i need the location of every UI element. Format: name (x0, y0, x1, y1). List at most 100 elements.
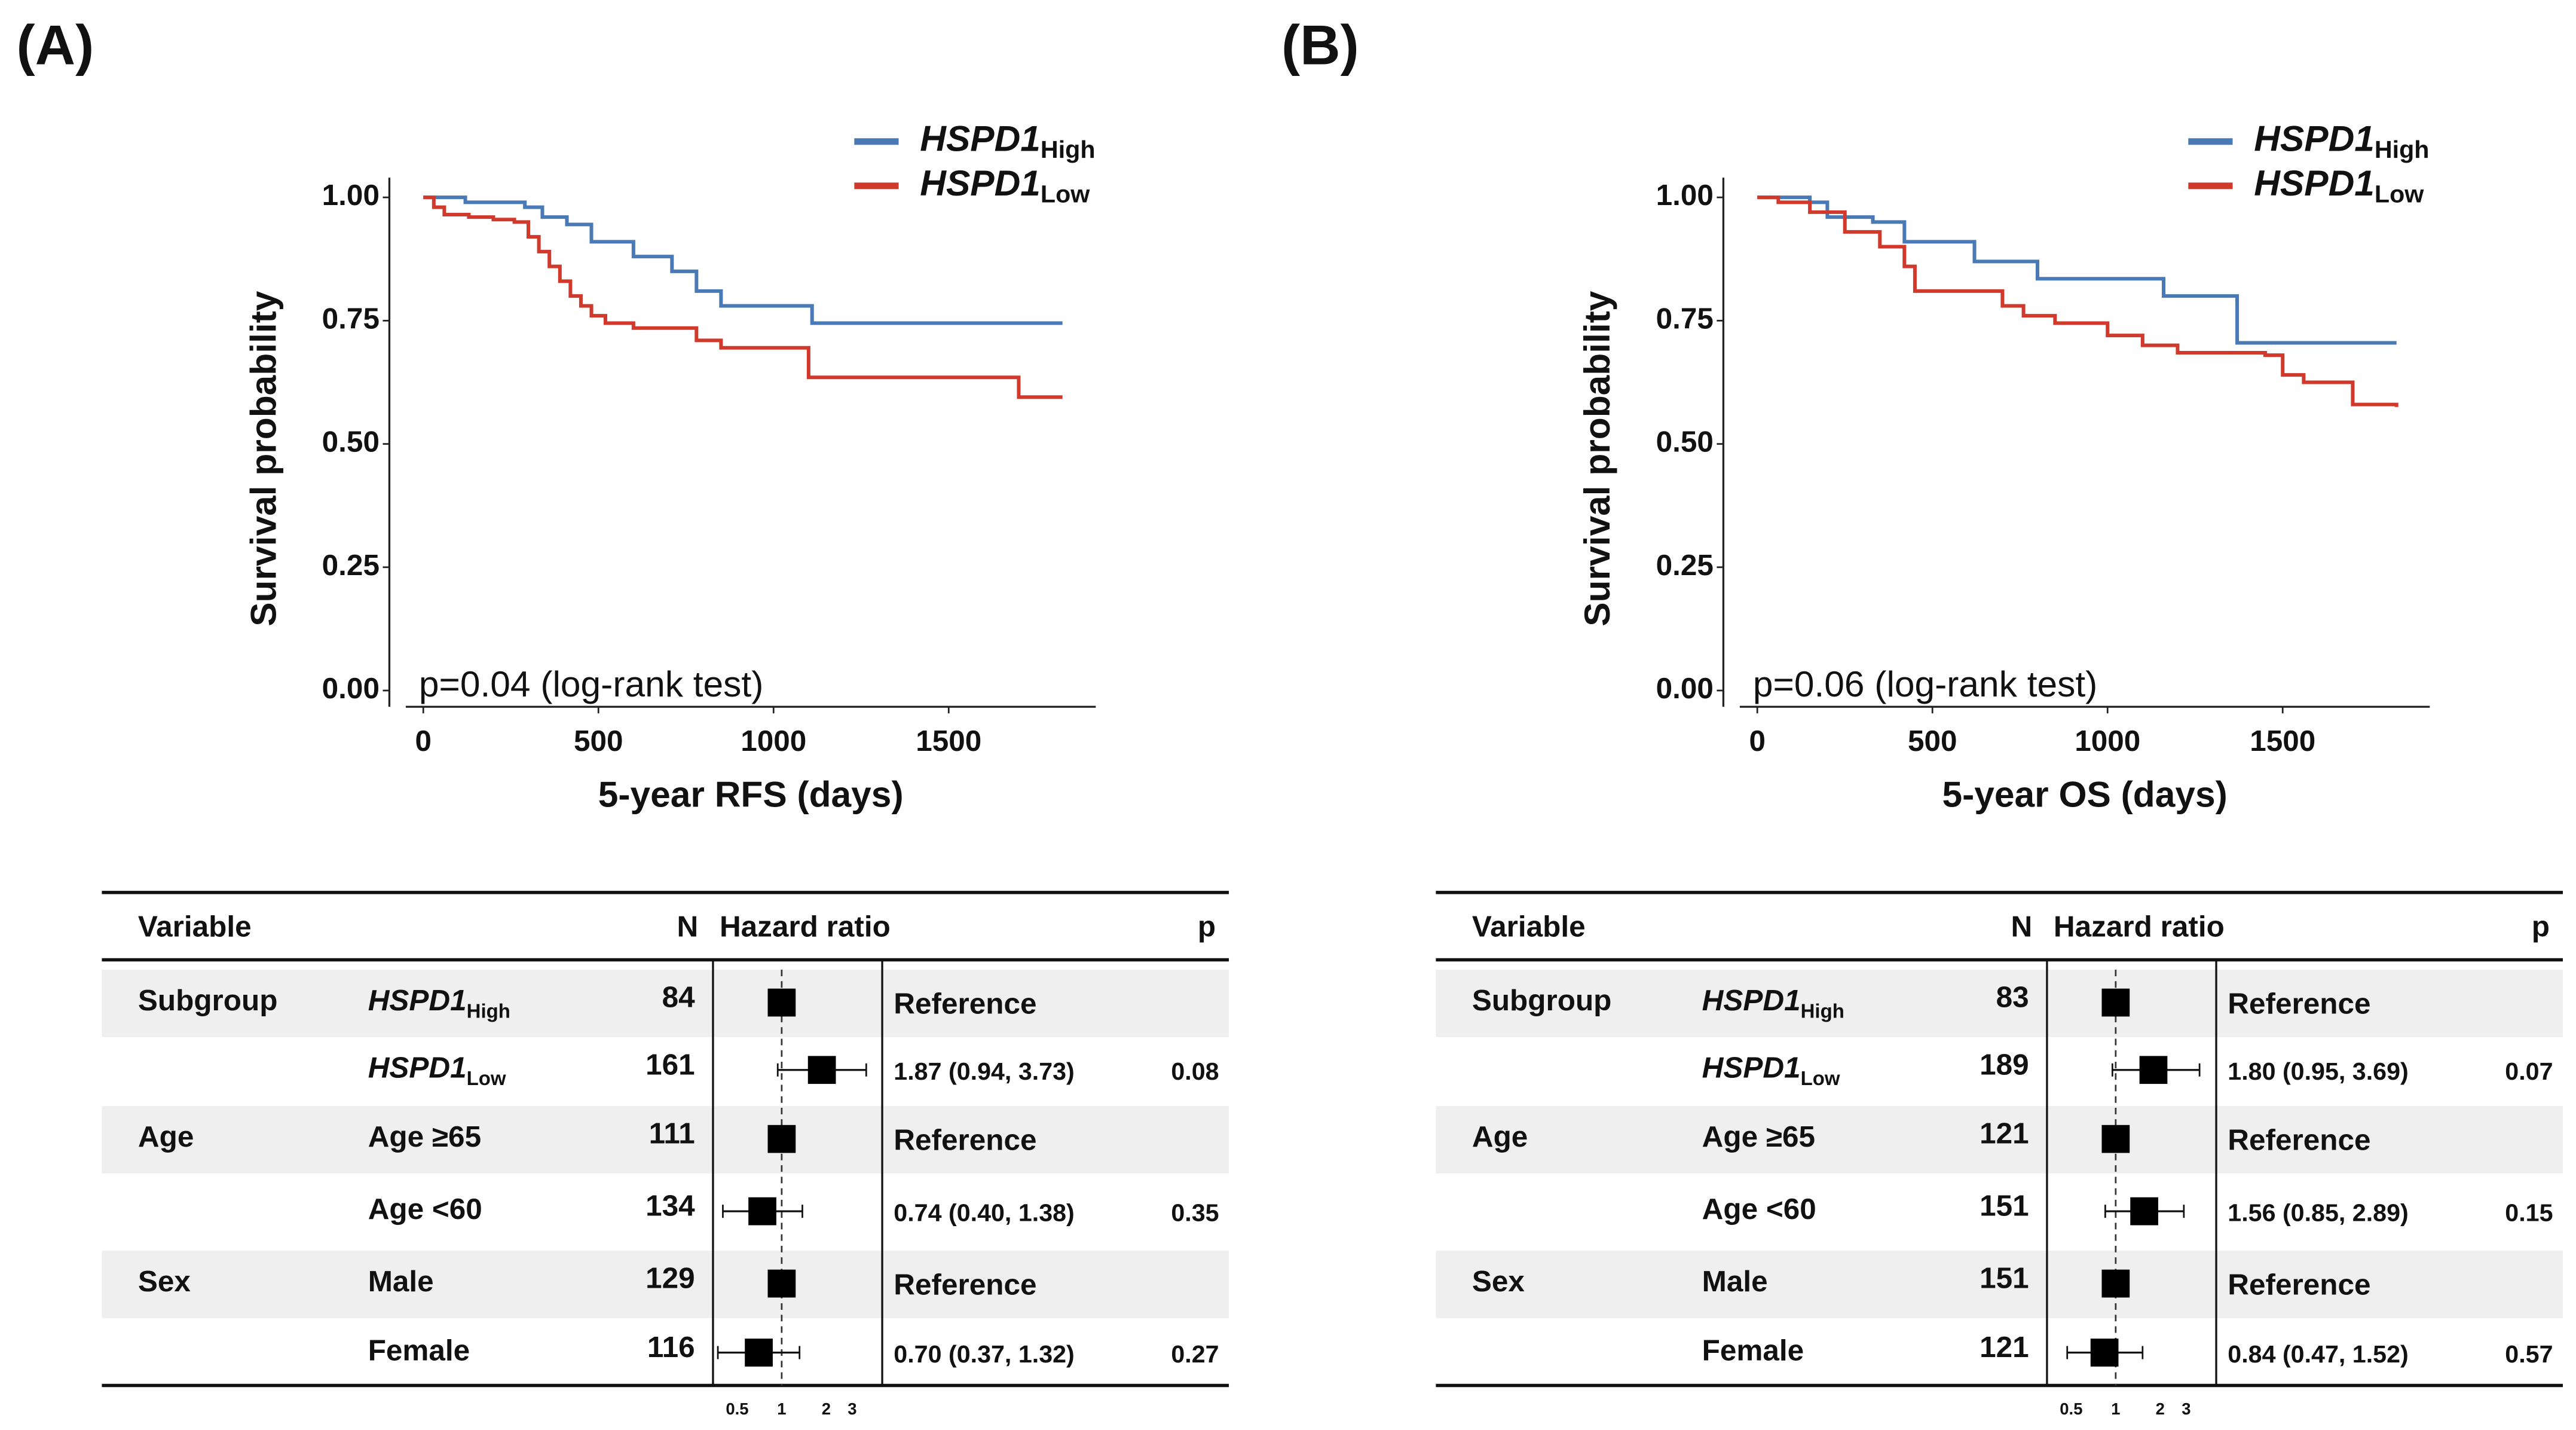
n-value: 83 (1996, 981, 2029, 1014)
row-band (102, 1106, 1229, 1174)
n-value: 116 (647, 1331, 695, 1364)
group-label: Subgroup (138, 984, 278, 1017)
y-tick-label: 0.50 (1656, 426, 1714, 459)
survival-curve (1757, 195, 2397, 345)
p-value: 0.08 (1171, 1058, 1219, 1085)
y-tick-label: 0.50 (322, 426, 380, 459)
hazard-ratio-box (807, 1056, 836, 1084)
row-label-text: Female (368, 1334, 470, 1367)
y-tick-label: 0.75 (322, 302, 380, 335)
x-tick-label: 0 (1749, 725, 1766, 757)
hazard-ratio-label: 0.84 (0.47, 1.52) (2228, 1340, 2408, 1368)
hazard-ratio-box (2101, 1269, 2130, 1298)
hazard-ratio-box (748, 1197, 776, 1226)
legend-subscript: High (1041, 136, 1096, 163)
row-label-text: Age <60 (368, 1193, 482, 1226)
hazard-ratio-box (2090, 1339, 2119, 1367)
hazard-ratio-label: Reference (894, 1124, 1036, 1157)
column-header: p (2532, 910, 2550, 943)
x-tick-label: 1500 (916, 725, 981, 757)
column-header: Hazard ratio (720, 910, 891, 943)
group-label: Subgroup (1472, 984, 1612, 1017)
x-tick-label: 0 (415, 725, 432, 757)
legend-name: HSPD1 (2254, 118, 2375, 159)
n-value: 121 (1980, 1331, 2029, 1364)
row-band (1436, 1106, 2563, 1174)
row-label-text: Age <60 (1702, 1193, 1816, 1226)
x-tick-label: 1000 (2075, 725, 2140, 757)
p-value: 0.57 (2505, 1340, 2553, 1368)
row-band (1436, 1251, 2563, 1318)
row-label-text: Age ≥65 (368, 1120, 481, 1153)
legend-name: HSPD1 (920, 118, 1041, 159)
hazard-ratio-label: Reference (894, 1269, 1036, 1301)
hazard-ratio-box (767, 1125, 796, 1153)
row-label-subscript: High (1801, 1000, 1844, 1022)
hazard-ratio-label: 0.70 (0.37, 1.32) (894, 1340, 1074, 1368)
x-tick-label: 1500 (2250, 725, 2315, 757)
y-tick-label: 1.00 (1656, 179, 1714, 212)
p-value: 0.27 (1171, 1340, 1219, 1368)
column-header: N (2011, 910, 2032, 943)
hazard-ratio-label: Reference (2228, 988, 2370, 1020)
y-tick-label: 0.75 (1656, 302, 1714, 335)
x-tick-label: 1 (2111, 1400, 2120, 1418)
row-label-text: Male (1702, 1265, 1768, 1298)
survival-curve (1757, 195, 2398, 407)
x-tick-label: 1000 (741, 725, 806, 757)
row-label-text: Male (368, 1265, 434, 1298)
row-band (102, 1251, 1229, 1318)
survival-curve (423, 195, 1063, 399)
hazard-ratio-box (745, 1339, 773, 1367)
column-header: p (1198, 910, 1216, 943)
legend-subscript: Low (2375, 180, 2424, 207)
hazard-ratio-label: Reference (2228, 1269, 2370, 1301)
hazard-ratio-box (2101, 1125, 2130, 1153)
row-label: HSPD1Low (1702, 1052, 1840, 1089)
row-label: Male (1702, 1265, 1768, 1298)
panel-label: (A) (16, 13, 94, 76)
hazard-ratio-label: 0.74 (0.40, 1.38) (894, 1199, 1074, 1227)
group-label: Sex (1472, 1265, 1525, 1298)
x-tick-label: 2 (822, 1400, 831, 1418)
row-label: Female (368, 1334, 470, 1367)
n-value: 189 (1980, 1048, 2029, 1081)
y-tick-label: 1.00 (322, 179, 380, 212)
legend-entry: HSPD1High (920, 118, 1095, 163)
column-header: Variable (1472, 910, 1586, 943)
hazard-ratio-box (767, 1269, 796, 1298)
x-axis-title: 5-year RFS (days) (598, 774, 904, 814)
x-axis-title: 5-year OS (days) (1942, 774, 2227, 814)
n-value: 134 (645, 1190, 695, 1223)
n-value: 111 (649, 1117, 695, 1150)
x-tick-label: 0.5 (2060, 1400, 2082, 1418)
n-value: 84 (662, 981, 696, 1014)
row-label-text: HSPD1 (1702, 1052, 1801, 1084)
row-label: Age <60 (368, 1193, 482, 1226)
row-label-text: Age ≥65 (1702, 1120, 1815, 1153)
row-label-text: HSPD1 (368, 984, 467, 1017)
x-tick-label: 500 (1908, 725, 1957, 757)
row-label-subscript: Low (1801, 1067, 1840, 1089)
y-tick-label: 0.25 (322, 549, 380, 582)
legend-entry: HSPD1High (2254, 118, 2429, 163)
hazard-ratio-label: Reference (894, 988, 1036, 1020)
y-axis-title: Survival probability (1577, 291, 1617, 627)
column-header: N (677, 910, 698, 943)
hazard-ratio-label: 1.80 (0.95, 3.69) (2228, 1058, 2408, 1085)
hazard-ratio-label: Reference (2228, 1124, 2370, 1157)
n-value: 129 (645, 1262, 695, 1295)
y-tick-label: 0.00 (322, 672, 380, 705)
annotation: p=0.04 (log-rank test) (419, 664, 763, 704)
group-label: Age (1472, 1120, 1528, 1153)
row-label-text: HSPD1 (368, 1052, 467, 1084)
y-tick-label: 0.25 (1656, 549, 1714, 582)
hazard-ratio-box (2130, 1197, 2158, 1226)
p-value: 0.35 (1171, 1199, 1219, 1227)
column-header: Variable (138, 910, 252, 943)
n-value: 151 (1980, 1262, 2029, 1295)
y-axis-title: Survival probability (243, 291, 283, 627)
row-label: Male (368, 1265, 434, 1298)
